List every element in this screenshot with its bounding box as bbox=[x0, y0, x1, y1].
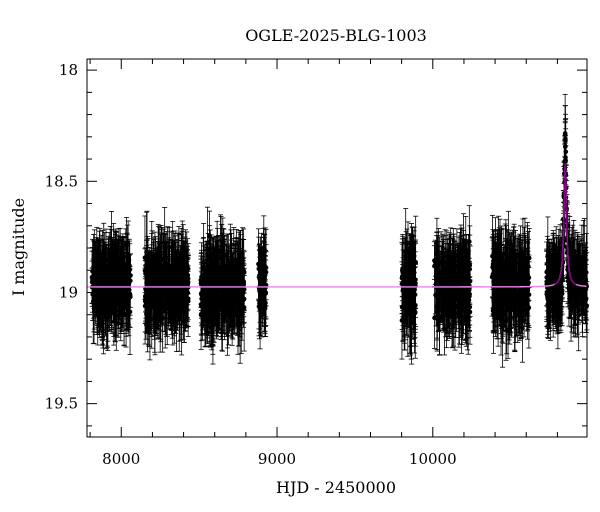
data-point bbox=[176, 311, 182, 317]
data-point bbox=[402, 314, 408, 320]
data-point bbox=[185, 266, 191, 272]
data-point bbox=[177, 287, 183, 293]
data-point bbox=[105, 296, 110, 301]
data-point bbox=[159, 256, 165, 261]
data-point bbox=[112, 266, 118, 272]
data-point bbox=[260, 277, 266, 283]
data-point bbox=[107, 278, 113, 284]
data-point bbox=[200, 308, 206, 314]
data-point bbox=[154, 292, 159, 298]
season-2 bbox=[142, 207, 191, 361]
data-point bbox=[161, 296, 167, 302]
data-point bbox=[413, 283, 418, 289]
data-point bbox=[261, 257, 266, 263]
data-point bbox=[237, 291, 243, 296]
data-point bbox=[126, 280, 132, 286]
data-point bbox=[408, 310, 413, 316]
season-6 bbox=[431, 205, 473, 356]
data-point bbox=[145, 296, 150, 302]
data-point bbox=[239, 276, 245, 281]
season-4 bbox=[255, 215, 269, 350]
y-axis-label: I magnitude bbox=[9, 198, 28, 296]
data-point bbox=[207, 233, 212, 238]
data-point bbox=[223, 303, 229, 308]
data-point bbox=[169, 278, 174, 284]
data-point bbox=[403, 277, 408, 283]
data-point bbox=[222, 263, 227, 269]
data-point bbox=[161, 265, 167, 270]
data-point bbox=[174, 305, 179, 311]
data-point bbox=[170, 241, 175, 247]
data-point bbox=[219, 300, 225, 306]
data-points-layer bbox=[89, 93, 590, 368]
x-axis-label: HJD - 2450000 bbox=[276, 478, 396, 497]
data-point bbox=[199, 292, 205, 298]
data-point bbox=[157, 299, 163, 304]
data-point bbox=[109, 300, 114, 306]
data-point bbox=[216, 288, 221, 294]
data-point bbox=[157, 276, 163, 282]
data-point bbox=[235, 307, 240, 312]
data-point bbox=[123, 276, 129, 281]
data-point bbox=[125, 292, 131, 298]
data-point bbox=[95, 290, 101, 295]
data-point bbox=[183, 297, 189, 302]
data-point bbox=[432, 258, 437, 263]
data-point bbox=[99, 299, 105, 304]
data-point bbox=[223, 292, 228, 298]
data-point bbox=[144, 250, 150, 255]
data-point bbox=[231, 310, 237, 316]
data-point bbox=[399, 268, 405, 273]
season-3 bbox=[198, 206, 247, 365]
data-point bbox=[147, 264, 153, 270]
data-point bbox=[213, 281, 219, 287]
chart-title: OGLE-2025-BLG-1003 bbox=[245, 26, 427, 45]
data-point bbox=[412, 310, 418, 315]
data-point bbox=[235, 313, 241, 318]
data-point bbox=[204, 298, 210, 304]
data-point bbox=[120, 288, 126, 294]
data-point bbox=[169, 289, 175, 295]
season-5 bbox=[399, 208, 419, 365]
data-point bbox=[407, 293, 412, 298]
data-point bbox=[94, 277, 100, 283]
data-point bbox=[180, 276, 186, 281]
season-1 bbox=[89, 211, 134, 355]
data-point bbox=[164, 304, 170, 309]
data-point bbox=[210, 276, 215, 281]
data-point bbox=[172, 298, 177, 303]
data-point bbox=[262, 303, 268, 309]
data-point bbox=[258, 287, 263, 292]
data-point bbox=[214, 295, 219, 301]
data-point bbox=[102, 273, 108, 278]
data-point bbox=[225, 279, 231, 284]
